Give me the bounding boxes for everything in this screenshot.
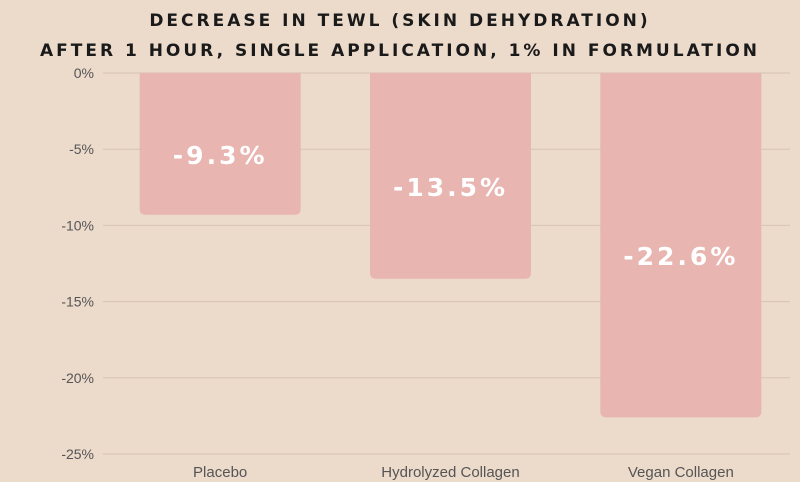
bars: -9.3% -13.5% -22.6% [139,73,762,418]
bar [370,73,531,279]
y-tick-label: -25% [61,446,94,462]
chart-title-line-1: DECREASE IN TEWL (SKIN DEHYDRATION) [149,11,650,31]
y-tick-label: -15% [61,294,94,310]
y-tick-label: -20% [61,370,94,386]
x-category-label: Placebo [193,464,247,481]
bar-data-label: -9.3% [173,141,268,170]
bar [139,73,301,215]
y-axis-tick-labels: 0% -5% -10% -15% -20% -25% [61,65,94,462]
y-tick-label: 0% [74,65,94,81]
y-tick-label: -10% [61,217,94,233]
bar-data-label: -22.6% [623,242,738,271]
x-axis-category-labels: Placebo Hydrolyzed Collagen Vegan Collagen [193,464,734,481]
x-category-label: Vegan Collagen [628,464,734,481]
x-category-label: Hydrolyzed Collagen [381,464,519,481]
chart-title-line-2: AFTER 1 HOUR, SINGLE APPLICATION, 1% IN … [40,41,760,61]
bar [600,73,762,418]
bar-data-label: -13.5% [393,173,508,202]
y-tick-label: -5% [69,141,94,157]
